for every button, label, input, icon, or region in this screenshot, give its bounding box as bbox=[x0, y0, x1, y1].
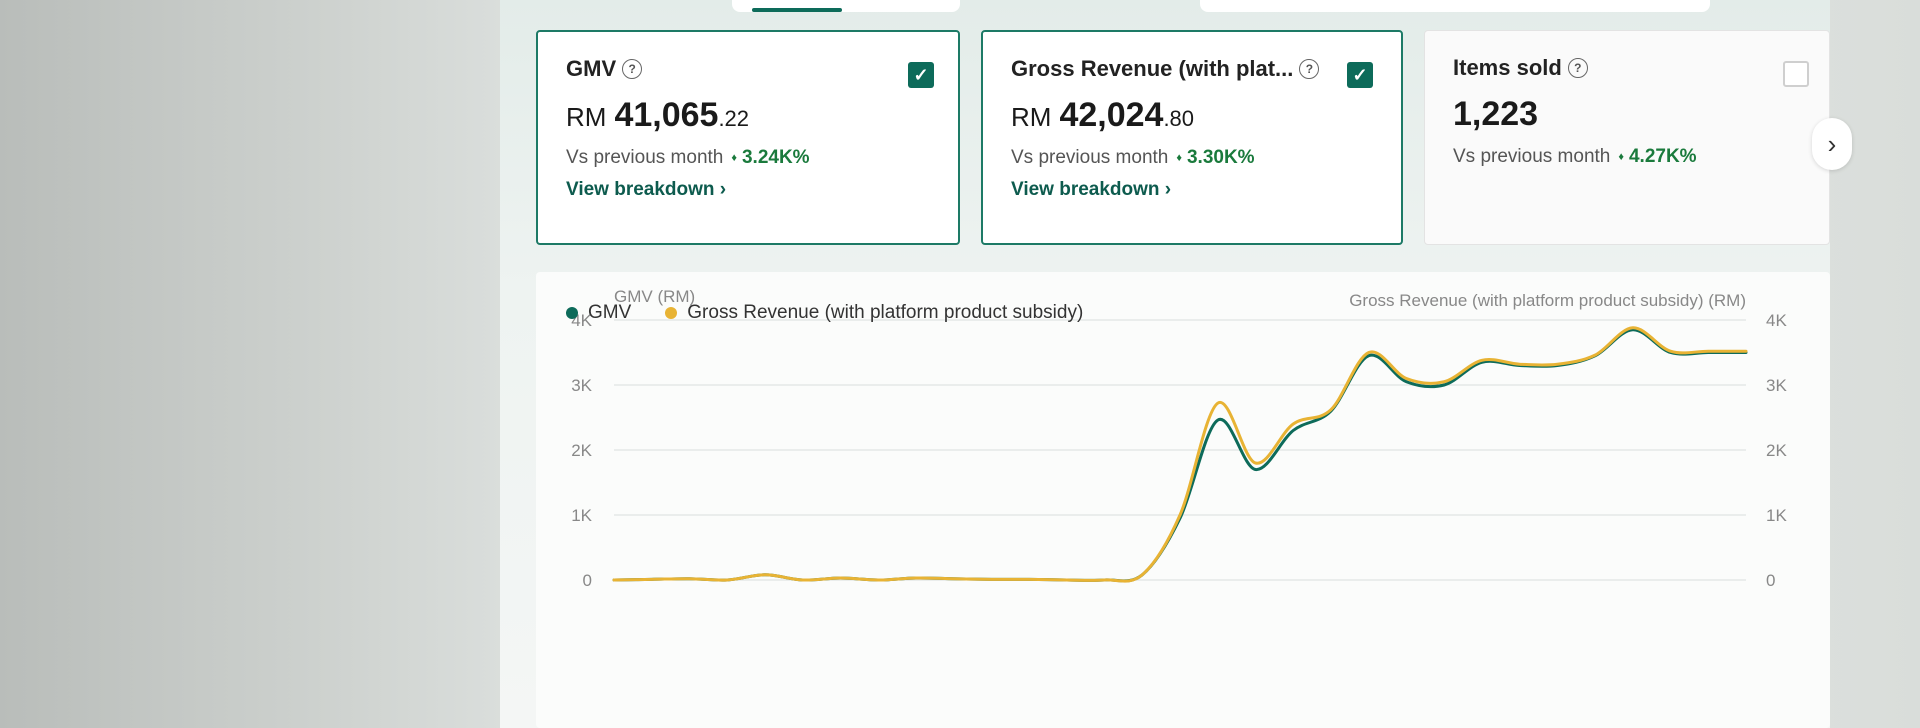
y-right-tick-label: 3K bbox=[1766, 376, 1787, 395]
items-sold-compare: Vs previous month 4.27K% bbox=[1453, 146, 1801, 168]
chart-legend: GMV Gross Revenue (with platform product… bbox=[566, 302, 1083, 324]
legend-dot-gmv bbox=[566, 307, 578, 319]
top-filter-strip[interactable] bbox=[1200, 0, 1710, 12]
legend-label-gross-revenue: Gross Revenue (with platform product sub… bbox=[687, 302, 1084, 323]
gmv-card-checkbox[interactable]: ✓ bbox=[908, 62, 934, 88]
legend-label-gmv: GMV bbox=[588, 302, 632, 323]
question-circle-icon[interactable]: ? bbox=[622, 59, 643, 79]
items-sold-card-title-row: Items sold ? bbox=[1453, 55, 1801, 81]
gross-revenue-card-title: Gross Revenue (with plat... bbox=[1011, 56, 1294, 81]
gmv-card-title-row: GMV ? bbox=[566, 56, 930, 82]
legend-dot-gross-revenue bbox=[665, 307, 678, 319]
gross-revenue-view-breakdown-link[interactable]: View breakdown › bbox=[1011, 179, 1172, 200]
items-sold-card-checkbox[interactable] bbox=[1783, 61, 1809, 87]
gmv-series-line bbox=[612, 328, 1748, 583]
trend-chart-panel: 0 0 1K 1K 2K 2K 3K 3K 4K 4K GMV (RM) Gross Revenue … bbox=[536, 272, 1830, 728]
y-right-tick-label: 0 bbox=[1766, 571, 1775, 590]
gross-revenue-card-title-row: Gross Revenue (with plat... ? bbox=[1011, 56, 1373, 82]
y-right-axis-title: Gross Revenue (with platform product sub… bbox=[1349, 291, 1746, 310]
y-right-tick-label: 2K bbox=[1766, 441, 1787, 460]
checkmark-icon: ✓ bbox=[913, 64, 929, 85]
gross-revenue-compare: Vs previous month 3.30K% bbox=[1011, 147, 1373, 169]
gross-revenue-card-checkbox[interactable]: ✓ bbox=[1347, 62, 1373, 88]
question-circle-icon[interactable]: ? bbox=[1299, 59, 1320, 79]
active-tab-indicator bbox=[752, 8, 842, 12]
items-sold-card-value: 1,223 bbox=[1453, 95, 1801, 134]
gmv-delta: 3.24K% bbox=[731, 147, 809, 168]
y-left-axis-title: GMV (RM) bbox=[614, 287, 695, 306]
y-left-tick-label: 1K bbox=[571, 506, 592, 525]
y-right-tick-label: 1K bbox=[1766, 506, 1787, 525]
gross-revenue-delta: 3.30K% bbox=[1176, 147, 1254, 168]
gross-revenue-value-main: 42,024 bbox=[1059, 96, 1164, 134]
y-left-tick-label: 3K bbox=[571, 376, 592, 395]
question-circle-icon[interactable]: ? bbox=[1567, 58, 1588, 78]
items-sold-card-title: Items sold bbox=[1453, 55, 1562, 80]
gross-revenue-series-line bbox=[612, 326, 1748, 583]
gmv-value-decimal: .22 bbox=[718, 106, 750, 131]
gross-revenue-card-value: RM 42,024.80 bbox=[1011, 96, 1373, 135]
gmv-card-value: RM 41,065.22 bbox=[566, 96, 930, 135]
legend-item-gross-revenue[interactable]: Gross Revenue (with platform product sub… bbox=[665, 302, 1083, 324]
gmv-currency: RM bbox=[566, 102, 607, 132]
y-left-tick-label: 2K bbox=[571, 441, 592, 460]
y-right-tick-label: 4K bbox=[1766, 311, 1787, 330]
y-left-tick-label: 0 bbox=[583, 571, 592, 590]
gross-revenue-metric-card[interactable]: Gross Revenue (with plat... ? ✓ RM 42,024… bbox=[981, 30, 1403, 245]
gmv-card-title: GMV bbox=[566, 56, 617, 81]
items-sold-metric-card[interactable]: Items sold ? 1,223 Vs previous month 4.27… bbox=[1424, 30, 1830, 245]
chevron-right-icon: › bbox=[1827, 128, 1837, 159]
top-tab-strip[interactable] bbox=[732, 0, 960, 12]
gross-revenue-compare-label: Vs previous month bbox=[1011, 147, 1169, 168]
gmv-value-main: 41,065 bbox=[614, 96, 719, 134]
gross-revenue-value-decimal: .80 bbox=[1163, 106, 1195, 131]
items-sold-compare-label: Vs previous month bbox=[1453, 146, 1611, 167]
gross-revenue-currency: RM bbox=[1011, 102, 1052, 132]
items-sold-value: 1,223 bbox=[1453, 95, 1539, 133]
gmv-compare: Vs previous month 3.24K% bbox=[566, 147, 930, 169]
checkmark-icon: ✓ bbox=[1352, 64, 1368, 85]
gmv-view-breakdown-link[interactable]: View breakdown › bbox=[566, 179, 727, 200]
items-sold-delta: 4.27K% bbox=[1618, 146, 1696, 167]
gmv-compare-label: Vs previous month bbox=[566, 147, 724, 168]
next-cards-button[interactable]: › bbox=[1812, 118, 1852, 170]
legend-item-gmv[interactable]: GMV bbox=[566, 302, 631, 324]
